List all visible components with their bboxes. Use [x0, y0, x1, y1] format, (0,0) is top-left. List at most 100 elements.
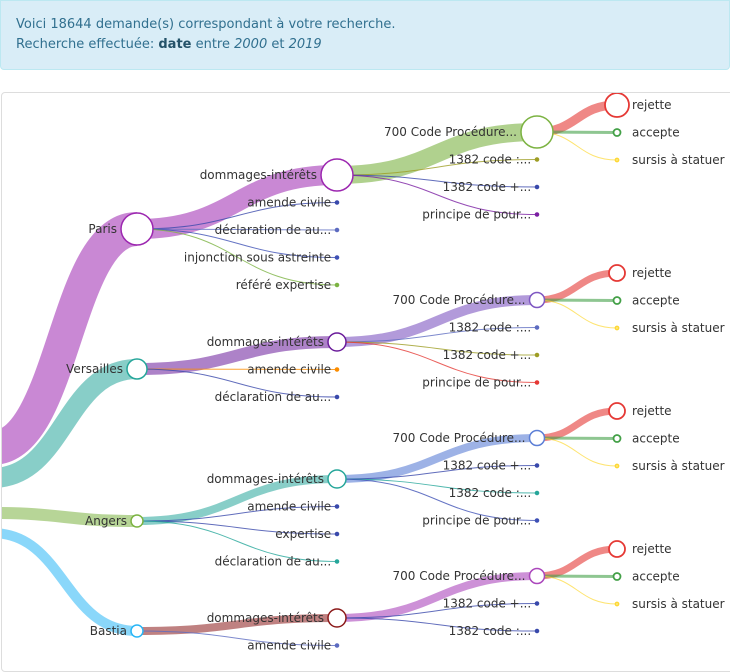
- outcome-node-0-1-label: accepte: [632, 126, 680, 140]
- outcome-node-3-0[interactable]: rejette: [608, 540, 672, 558]
- child-node-0-2[interactable]: 1382 code +...: [443, 180, 540, 194]
- outcome-node-0-0-label: rejette: [632, 98, 672, 112]
- outcome-node-1-0[interactable]: rejette: [608, 264, 672, 282]
- child-node-1-0-circle: [528, 291, 546, 309]
- outcome-node-2-1[interactable]: accepte: [612, 432, 680, 446]
- child-link-0-2: [336, 174, 538, 188]
- child-node-3-2[interactable]: 1382 code :...: [449, 624, 540, 638]
- branch-node-0-4[interactable]: référé expertise: [236, 278, 340, 292]
- outcome-node-3-2-circle: [614, 601, 620, 607]
- outcome-node-2-0-label: rejette: [632, 404, 672, 418]
- branch-node-2-1-label: amende civile: [247, 500, 331, 514]
- child-node-2-0-circle: [528, 429, 546, 447]
- branch-node-0-1[interactable]: amende civile: [247, 196, 340, 210]
- outcome-node-1-1[interactable]: accepte: [612, 294, 680, 308]
- branch-node-2-3[interactable]: déclaration de au...: [215, 555, 340, 569]
- branch-link-1-0: [136, 336, 338, 375]
- branch-node-0-3[interactable]: injonction sous astreinte: [184, 251, 340, 265]
- outcome-node-3-1[interactable]: accepte: [612, 570, 680, 584]
- child-node-0-0-circle: [520, 115, 554, 149]
- branch-link-2-0: [136, 475, 338, 525]
- outcome-link-1-2: [536, 299, 618, 329]
- outcome-node-2-0[interactable]: rejette: [608, 402, 672, 420]
- outcome-node-3-0-circle: [608, 540, 626, 558]
- outcome-node-0-2-label: sursis à statuer: [632, 153, 725, 167]
- child-node-0-3-circle: [534, 212, 540, 217]
- child-node-2-0[interactable]: 700 Code Procédure...: [393, 429, 546, 447]
- branch-node-0-4-circle: [334, 282, 340, 288]
- child-node-2-3-circle: [534, 518, 540, 523]
- child-link-3-0: [336, 572, 538, 622]
- outcome-link-3-2: [536, 575, 618, 605]
- outcome-link-2-0: [536, 407, 618, 442]
- child-node-0-3[interactable]: principe de pour...: [422, 208, 540, 222]
- child-link-0-3: [336, 174, 538, 215]
- branch-node-2-0-circle: [327, 469, 347, 489]
- branch-node-2-1-circle: [334, 504, 340, 509]
- branch-node-1-1-label: amende civile: [247, 363, 331, 377]
- child-link-3-2: [336, 617, 538, 632]
- root-link-0: [2, 212, 140, 464]
- outcome-node-1-2[interactable]: sursis à statuer: [614, 321, 725, 335]
- outcome-node-1-2-circle: [614, 325, 620, 331]
- child-node-1-0[interactable]: 700 Code Procédure...: [393, 291, 546, 309]
- child-node-3-2-label: 1382 code :...: [449, 624, 532, 638]
- branch-node-3-0[interactable]: dommages-intérêts: [207, 608, 347, 628]
- child-node-3-1[interactable]: 1382 code +...: [443, 597, 540, 611]
- child-node-0-2-label: 1382 code +...: [443, 180, 532, 194]
- branch-node-1-0[interactable]: dommages-intérêts: [207, 332, 347, 352]
- child-node-2-1[interactable]: 1382 code +...: [443, 459, 540, 473]
- city-node-versailles[interactable]: Versailles: [66, 358, 148, 380]
- child-node-1-3[interactable]: principe de pour...: [422, 376, 540, 390]
- child-node-1-1[interactable]: 1382 code :...: [449, 321, 540, 335]
- child-link-2-0: [336, 434, 538, 483]
- branch-node-0-2[interactable]: déclaration de au...: [215, 223, 340, 237]
- branch-node-3-1-circle: [334, 643, 340, 648]
- child-link-0-0: [336, 123, 538, 184]
- decision-tree[interactable]: Paris dommages-intérêts 700 Code Procédure…: [2, 93, 730, 672]
- branch-node-1-2[interactable]: déclaration de au...: [215, 390, 340, 404]
- outcome-node-0-2[interactable]: sursis à statuer: [614, 153, 725, 167]
- outcome-node-0-1[interactable]: accepte: [612, 126, 680, 140]
- branch-node-1-1[interactable]: amende civile: [247, 363, 340, 377]
- outcome-node-3-1-circle: [612, 572, 622, 581]
- child-node-1-2[interactable]: 1382 code +...: [443, 348, 540, 362]
- outcome-link-3-0: [536, 545, 618, 580]
- child-link-1-0: [336, 295, 538, 347]
- criteria-year-to: 2019: [288, 37, 322, 52]
- tree-panel: Paris dommages-intérêts 700 Code Procédure…: [1, 92, 730, 672]
- child-node-3-2-circle: [534, 628, 540, 634]
- branch-node-2-0[interactable]: dommages-intérêts: [207, 469, 347, 489]
- outcome-link-2-2: [536, 437, 618, 467]
- city-node-paris[interactable]: Paris: [88, 212, 154, 246]
- branch-node-1-0-circle: [327, 332, 347, 352]
- branch-node-3-1[interactable]: amende civile: [247, 639, 340, 653]
- outcome-node-2-1-circle: [612, 434, 622, 443]
- child-node-2-1-label: 1382 code +...: [443, 459, 532, 473]
- outcome-node-2-2-circle: [614, 463, 620, 469]
- outcome-node-1-2-label: sursis à statuer: [632, 321, 725, 335]
- branch-node-0-0[interactable]: dommages-intérêts: [200, 158, 354, 192]
- child-node-0-0-label: 700 Code Procédure...: [384, 125, 517, 139]
- branch-node-2-1[interactable]: amende civile: [247, 500, 340, 514]
- outcome-node-3-2[interactable]: sursis à statuer: [614, 597, 725, 611]
- outcome-node-3-0-label: rejette: [632, 542, 672, 556]
- outcome-node-0-0[interactable]: rejette: [604, 93, 672, 118]
- branch-node-0-0-circle: [320, 158, 354, 192]
- city-node-angers[interactable]: Angers: [85, 514, 144, 528]
- branch-node-2-2[interactable]: expertise: [275, 527, 340, 541]
- child-node-2-3[interactable]: principe de pour...: [422, 514, 540, 528]
- city-node-bastia[interactable]: Bastia: [90, 624, 144, 638]
- child-node-3-0[interactable]: 700 Code Procédure...: [393, 567, 546, 585]
- child-node-0-0[interactable]: 700 Code Procédure...: [384, 115, 554, 149]
- child-link-2-1: [336, 465, 538, 480]
- child-node-2-2[interactable]: 1382 code :...: [449, 486, 540, 500]
- child-link-2-3: [336, 478, 538, 521]
- child-node-0-1[interactable]: 1382 code :...: [449, 153, 540, 167]
- branch-link-3-0: [136, 614, 338, 635]
- outcome-node-2-1-label: accepte: [632, 432, 680, 446]
- child-node-1-1-label: 1382 code :...: [449, 321, 532, 335]
- outcome-node-2-2[interactable]: sursis à statuer: [614, 459, 725, 473]
- child-node-3-0-circle: [528, 567, 546, 585]
- child-node-1-2-circle: [534, 352, 540, 358]
